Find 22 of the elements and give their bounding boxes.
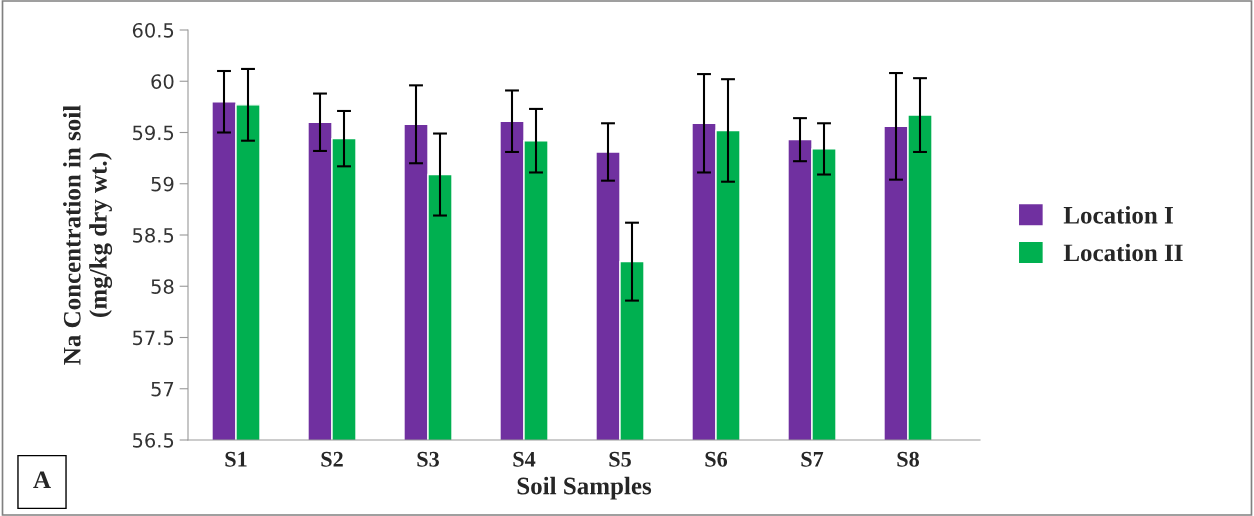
- x-axis-title: Soil Samples: [517, 476, 652, 500]
- y-tick-label: 57: [151, 381, 174, 397]
- x-tick-label: S3: [417, 451, 439, 467]
- y-tick-label: 56.5: [133, 432, 174, 448]
- y-tick-label: 58.5: [133, 227, 174, 243]
- text: A: [33, 471, 51, 489]
- y-tick-label: 60.5: [132, 22, 174, 38]
- y-axis-title: Na Concentration in soil (mg/kg dry wt.): [63, 105, 113, 365]
- y-tick-label: 57.5: [133, 330, 174, 346]
- x-tick-label: S4: [513, 451, 536, 467]
- x-tick-label: S8: [897, 451, 919, 467]
- y-tick-label: 60: [151, 74, 174, 89]
- x-tick-label: S2: [321, 451, 343, 467]
- x-tick-label: S6: [705, 451, 728, 467]
- x-tick-label: S7: [801, 451, 824, 467]
- x-tick-label: S5: [609, 451, 631, 467]
- y-tick-label: 58: [151, 279, 174, 294]
- legend-label: Location I: [1063, 206, 1173, 224]
- legend-label: Location II: [1063, 243, 1183, 262]
- y-tick-label: 59.5: [133, 125, 174, 141]
- x-tick-label: S1: [225, 451, 247, 467]
- y-tick-label: 59: [151, 176, 174, 192]
